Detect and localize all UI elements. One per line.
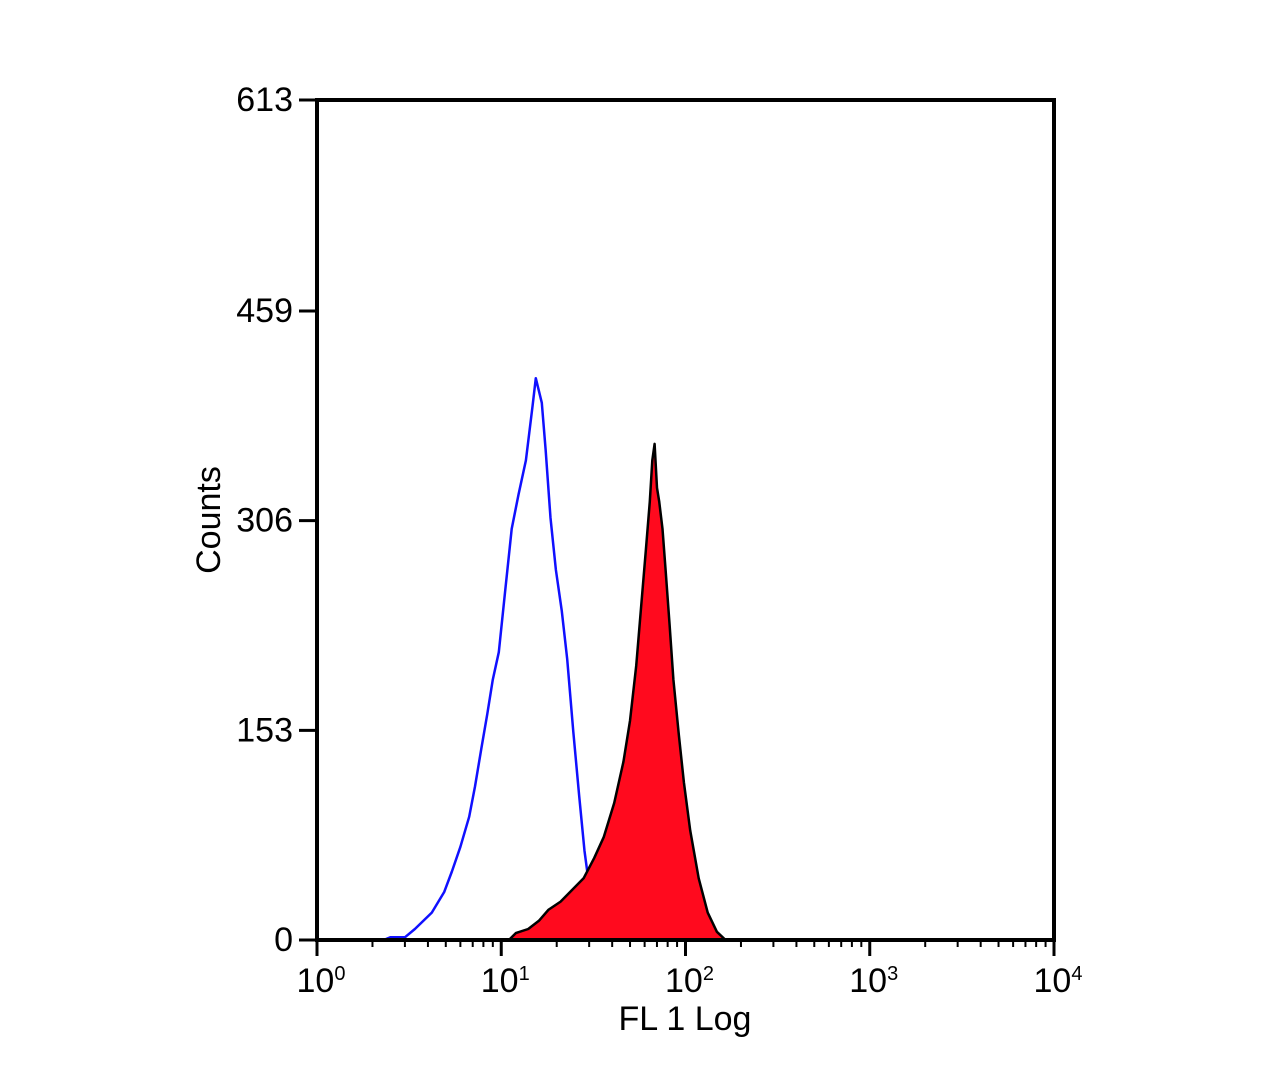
y-tick-label: 153 [236,711,293,749]
y-tick-label: 613 [236,81,293,119]
x-tick-label: 102 [665,962,714,1000]
x-tick-label: 103 [849,962,898,1000]
series-filled-histogram [507,442,727,942]
series-layer [383,376,727,942]
y-tick-label: 306 [236,502,293,540]
series-outline-histogram [383,376,640,942]
ticks-layer: 0 153 306 459 613 100 101 102 103 104 [236,81,1082,1000]
y-axis-title: Counts [190,466,228,574]
x-tick-label: 101 [481,962,530,1000]
y-tick-label: 459 [236,292,293,330]
y-tick-label: 0 [274,921,293,959]
x-tick-label: 104 [1034,962,1083,1000]
x-tick-label: 100 [297,962,346,1000]
x-axis-title: FL 1 Log [619,1000,752,1038]
